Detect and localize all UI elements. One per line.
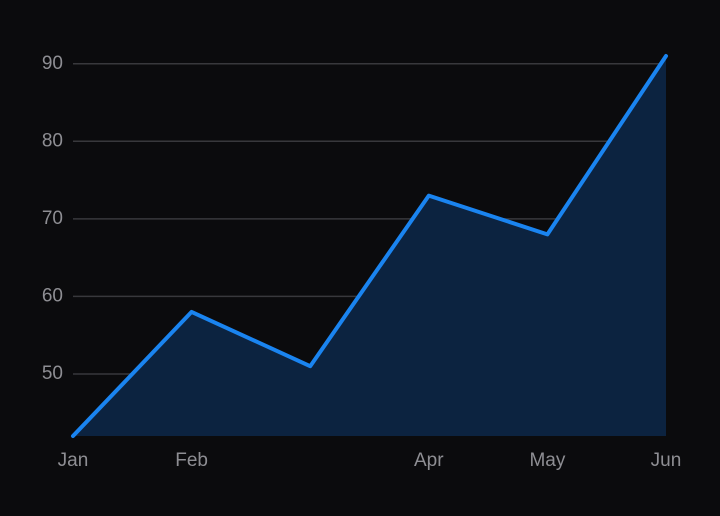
x-tick-label: May <box>529 450 565 471</box>
area-fill <box>73 56 666 436</box>
y-tick-label: 50 <box>42 363 63 384</box>
x-tick-label: Jun <box>651 450 682 471</box>
y-tick-label: 70 <box>42 208 63 229</box>
x-tick-label: Apr <box>414 450 444 471</box>
line <box>71 54 668 438</box>
x-tick-label: Jan <box>58 450 89 471</box>
y-tick-label: 80 <box>42 130 63 151</box>
y-tick-label: 60 <box>42 285 63 306</box>
x-tick-label: Feb <box>175 450 208 471</box>
y-tick-label: 90 <box>42 53 63 74</box>
